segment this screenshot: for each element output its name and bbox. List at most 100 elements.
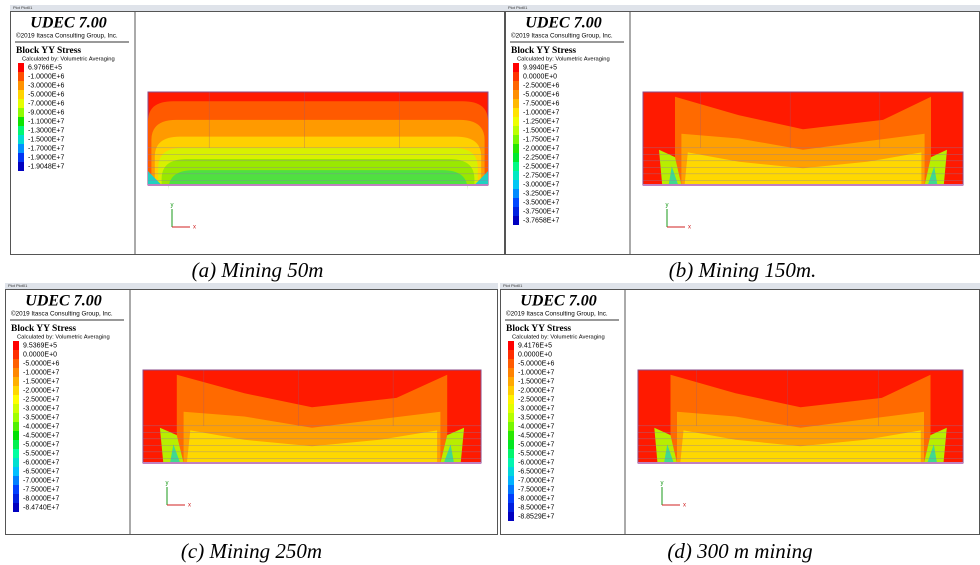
legend-label: -5.0000E+6 bbox=[23, 360, 59, 367]
legend-swatch bbox=[18, 117, 24, 126]
legend-label: -1.0000E+7 bbox=[518, 369, 554, 376]
legend-label: -4.0000E+7 bbox=[518, 423, 554, 430]
legend-swatch bbox=[18, 81, 24, 90]
plot-title: Block YY Stress bbox=[506, 324, 571, 334]
window-title: Plot Plot01 bbox=[8, 283, 28, 288]
legend-label: -8.8529E+7 bbox=[518, 513, 554, 520]
legend-label: -1.9048E+7 bbox=[28, 163, 64, 170]
legend-swatch bbox=[508, 359, 514, 368]
legend-swatch bbox=[513, 171, 519, 180]
contour bbox=[186, 430, 438, 463]
legend-swatch bbox=[18, 72, 24, 81]
legend-label: -8.0000E+7 bbox=[23, 495, 59, 502]
legend-label: -1.5000E+7 bbox=[523, 127, 559, 134]
legend-label: -4.5000E+7 bbox=[518, 432, 554, 439]
copyright: ©2019 Itasca Consulting Group, Inc. bbox=[16, 32, 118, 40]
legend-label: -3.7500E+7 bbox=[523, 208, 559, 215]
legend-swatch bbox=[13, 350, 19, 359]
legend-swatch bbox=[513, 135, 519, 144]
legend-swatch bbox=[13, 404, 19, 413]
legend-label: -5.5000E+7 bbox=[23, 450, 59, 457]
legend-swatch bbox=[13, 368, 19, 377]
caption: (d) 300 m mining bbox=[667, 539, 812, 563]
legend-label: -7.5000E+7 bbox=[23, 486, 59, 493]
axis-y-label: y bbox=[171, 203, 174, 209]
legend-label: -1.7500E+7 bbox=[523, 136, 559, 143]
axis-x-label: x bbox=[683, 503, 686, 509]
legend-swatch bbox=[18, 99, 24, 108]
legend-swatch bbox=[513, 72, 519, 81]
calc-note: Calculated by: Volumetric Averaging bbox=[17, 335, 110, 341]
legend-swatch bbox=[13, 386, 19, 395]
app-title: UDEC 7.00 bbox=[520, 293, 596, 310]
legend-swatch bbox=[13, 359, 19, 368]
caption: (b) Mining 150m. bbox=[669, 258, 817, 282]
legend-swatch bbox=[18, 162, 24, 171]
plot-title: Block YY Stress bbox=[511, 46, 576, 56]
legend-label: -2.5000E+6 bbox=[523, 82, 559, 89]
app-title: UDEC 7.00 bbox=[25, 293, 101, 310]
legend-label: -2.5000E+7 bbox=[518, 396, 554, 403]
legend-label: -2.0000E+7 bbox=[518, 387, 554, 394]
legend-swatch bbox=[513, 144, 519, 153]
legend-swatch bbox=[513, 198, 519, 207]
legend-swatch bbox=[513, 108, 519, 117]
legend-swatch bbox=[13, 377, 19, 386]
legend-label: -3.5000E+7 bbox=[23, 414, 59, 421]
legend-label: -6.0000E+7 bbox=[23, 459, 59, 466]
legend-swatch bbox=[508, 422, 514, 431]
calc-note: Calculated by: Volumetric Averaging bbox=[517, 57, 610, 63]
axis-x-label: x bbox=[688, 225, 691, 231]
legend-swatch bbox=[513, 189, 519, 198]
legend-swatch bbox=[508, 485, 514, 494]
legend-swatch bbox=[513, 153, 519, 162]
legend-label: -6.0000E+7 bbox=[518, 459, 554, 466]
legend-swatch bbox=[13, 503, 19, 512]
legend-swatch bbox=[513, 81, 519, 90]
legend-label: -2.2500E+7 bbox=[523, 154, 559, 161]
legend-swatch bbox=[508, 440, 514, 449]
caption: (a) Mining 50m bbox=[192, 258, 324, 282]
legend-label: -5.0000E+6 bbox=[518, 360, 554, 367]
legend-swatch bbox=[13, 413, 19, 422]
legend-swatch bbox=[13, 476, 19, 485]
legend-label: -8.4740E+7 bbox=[23, 504, 59, 511]
legend-label: -2.5000E+7 bbox=[23, 396, 59, 403]
contour bbox=[474, 171, 488, 185]
legend-swatch bbox=[13, 494, 19, 503]
legend-label: -2.0000E+7 bbox=[523, 145, 559, 152]
legend-swatch bbox=[513, 126, 519, 135]
calc-note: Calculated by: Volumetric Averaging bbox=[22, 57, 115, 63]
legend-swatch bbox=[508, 377, 514, 386]
legend-label: 9.5369E+5 bbox=[23, 342, 57, 349]
legend-swatch bbox=[508, 413, 514, 422]
title-bar bbox=[5, 283, 498, 289]
axis-y-label: y bbox=[661, 481, 664, 487]
contour bbox=[680, 430, 921, 463]
legend-swatch bbox=[508, 350, 514, 359]
legend-swatch bbox=[13, 467, 19, 476]
axis-x-label: x bbox=[193, 225, 196, 231]
legend-label: -3.7658E+7 bbox=[523, 217, 559, 224]
legend-label: -1.5000E+7 bbox=[518, 378, 554, 385]
legend-label: -9.0000E+6 bbox=[28, 109, 64, 116]
legend-swatch bbox=[13, 341, 19, 350]
legend-swatch bbox=[18, 144, 24, 153]
legend-label: -2.0000E+7 bbox=[23, 387, 59, 394]
plot-window: Plot Plot01 UDEC 7.00©2019 Itasca Consult… bbox=[500, 283, 980, 535]
legend-swatch bbox=[18, 153, 24, 162]
legend-label: 9.9940E+5 bbox=[523, 64, 557, 71]
legend-label: 6.9766E+5 bbox=[28, 64, 62, 71]
plot-title: Block YY Stress bbox=[16, 46, 81, 56]
contour bbox=[148, 171, 162, 185]
legend-label: 0.0000E+0 bbox=[518, 351, 552, 358]
legend-swatch bbox=[508, 404, 514, 413]
legend-swatch bbox=[513, 207, 519, 216]
legend-swatch bbox=[18, 90, 24, 99]
legend-swatch bbox=[508, 458, 514, 467]
legend-label: -3.0000E+7 bbox=[518, 405, 554, 412]
legend-label: -5.5000E+7 bbox=[518, 450, 554, 457]
title-bar bbox=[505, 5, 980, 11]
legend-swatch bbox=[513, 117, 519, 126]
